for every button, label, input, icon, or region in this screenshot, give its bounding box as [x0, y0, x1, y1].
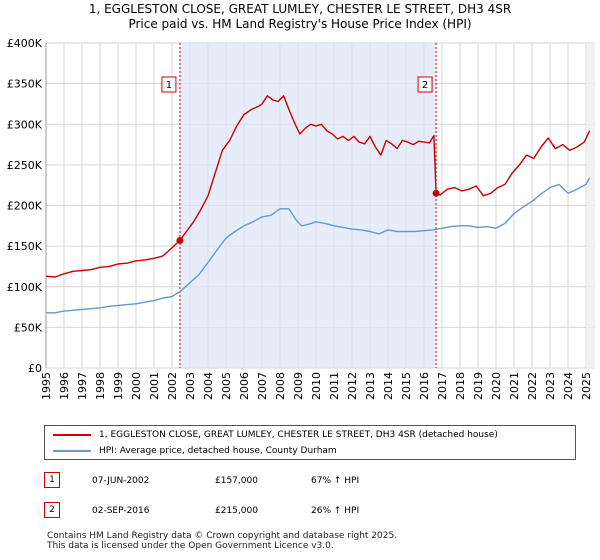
- x-tick-label: 2012: [346, 372, 359, 400]
- x-tick-label: 2011: [328, 372, 341, 400]
- property-price-line: [45, 95, 591, 278]
- y-tick-label: £200K: [7, 200, 43, 213]
- sale-price: £157,000: [215, 476, 258, 486]
- x-tick-label: 2005: [220, 372, 233, 400]
- x-tick-label: 2008: [274, 372, 287, 400]
- x-tick-label: 2021: [508, 372, 521, 400]
- x-tick-label: 2017: [436, 372, 449, 400]
- y-tick-label: £300K: [7, 118, 43, 131]
- sale-label-box: [417, 76, 433, 93]
- x-tick-label: 2024: [562, 372, 575, 400]
- x-tick-label: 2016: [418, 372, 431, 400]
- x-tick-label: 2015: [400, 372, 413, 400]
- sale-date: 07-JUN-2002: [92, 476, 150, 486]
- x-tick-label: 2001: [148, 372, 161, 400]
- x-tick-label: 2010: [310, 372, 323, 400]
- sale-price: £215,000: [215, 506, 258, 516]
- ownership-period-shade: [179, 43, 437, 368]
- y-tick-label: £400K: [7, 37, 43, 50]
- x-tick-label: 1999: [112, 372, 125, 400]
- footer-copyright: Contains HM Land Registry data © Crown c…: [47, 531, 398, 541]
- chart-title: 1, EGGLESTON CLOSE, GREAT LUMLEY, CHESTE…: [88, 2, 512, 16]
- y-tick-label: £250K: [7, 159, 43, 172]
- x-tick-label: 2009: [292, 372, 305, 400]
- sale-number-badge: 1: [44, 472, 60, 488]
- price-chart: 1 2 £0 £50K £100K £150K £200K £250K £300K £350K £…: [7, 37, 595, 400]
- sale-row: 2 02-SEP-2016 £215,000 26% ↑ HPI: [0, 501, 600, 521]
- x-tick-label: 2014: [382, 372, 395, 400]
- legend-swatch-red: [53, 434, 91, 436]
- sale-label-box: [161, 76, 177, 93]
- legend-label-hpi: HPI: Average price, detached house, Coun…: [99, 446, 337, 456]
- footer-license: This data is licensed under the Open Gov…: [47, 541, 334, 551]
- legend-item-hpi: HPI: Average price, detached house, Coun…: [45, 443, 575, 459]
- y-tick-label: £0: [28, 362, 42, 375]
- sale-number-badge: 2: [44, 502, 60, 518]
- x-tick-label: 2013: [364, 372, 377, 400]
- sale-date: 02-SEP-2016: [92, 506, 150, 516]
- x-tick-label: 2006: [238, 372, 251, 400]
- y-tick-label: £350K: [7, 78, 43, 91]
- sale-row: 1 07-JUN-2002 £157,000 67% ↑ HPI: [0, 471, 600, 491]
- x-tick-label: 1997: [76, 372, 89, 400]
- legend-label-property: 1, EGGLESTON CLOSE, GREAT LUMLEY, CHESTE…: [99, 430, 498, 440]
- sale-point: [432, 189, 440, 197]
- x-tick-label: 2019: [472, 372, 485, 400]
- x-tick-label: 2023: [544, 372, 557, 400]
- y-tick-label: £100K: [7, 281, 43, 294]
- x-tick-label: 1995: [40, 372, 53, 400]
- x-tick-label: 2007: [256, 372, 269, 400]
- x-tick-label: 1996: [58, 372, 71, 400]
- x-tick-label: 2020: [490, 372, 503, 400]
- chart-subtitle: Price paid vs. HM Land Registry's House …: [128, 17, 472, 31]
- x-tick-label: 2022: [526, 372, 539, 400]
- sale-label-number: 2: [422, 80, 428, 91]
- x-tick-label: 2002: [166, 372, 179, 400]
- x-tick-label: 2003: [184, 372, 197, 400]
- hpi-line: [46, 177, 591, 314]
- sale-label-number: 1: [166, 80, 172, 91]
- y-tick-label: £50K: [14, 321, 43, 334]
- x-tick-label: 2025: [580, 372, 593, 400]
- sale-hpi-change: 26% ↑ HPI: [311, 506, 360, 516]
- x-tick-label: 2000: [130, 372, 143, 400]
- legend-swatch-blue: [53, 450, 91, 452]
- x-tick-label: 2018: [454, 372, 467, 400]
- projection-shade: [586, 43, 595, 368]
- sale-point: [176, 236, 184, 244]
- sale-hpi-change: 67% ↑ HPI: [311, 476, 360, 486]
- x-tick-label: 2004: [202, 372, 215, 400]
- y-tick-label: £150K: [7, 240, 43, 253]
- legend-item-property: 1, EGGLESTON CLOSE, GREAT LUMLEY, CHESTE…: [45, 427, 575, 443]
- chart-legend: 1, EGGLESTON CLOSE, GREAT LUMLEY, CHESTE…: [44, 425, 576, 460]
- x-tick-label: 1998: [94, 372, 107, 400]
